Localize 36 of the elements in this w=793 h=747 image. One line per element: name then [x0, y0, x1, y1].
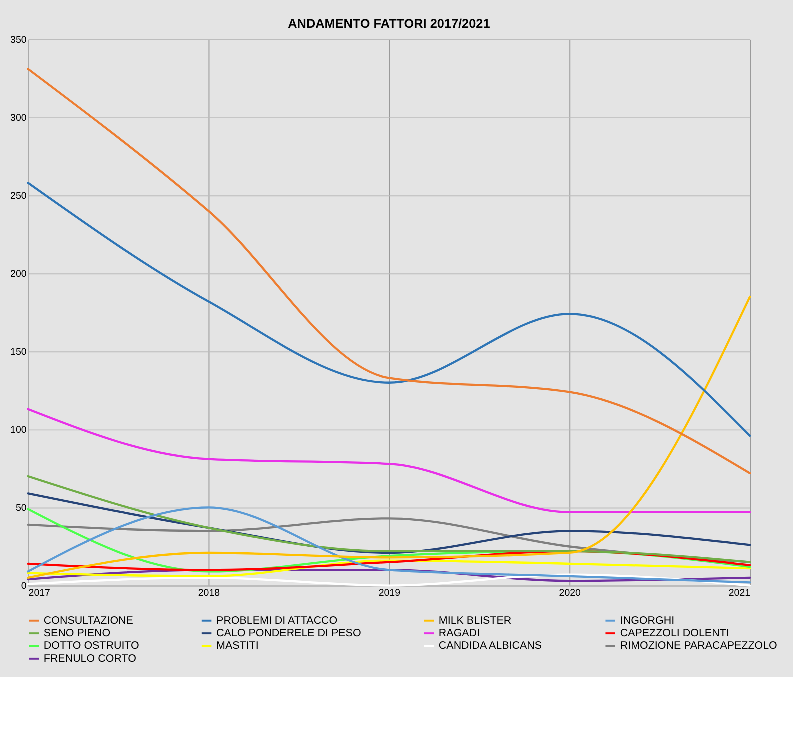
- x-tick-label: 2020: [559, 588, 582, 600]
- line-series: [27, 408, 752, 514]
- line-series: [27, 296, 752, 580]
- y-tick-label: 250: [10, 191, 28, 202]
- y-tick-label: 50: [16, 503, 28, 514]
- y-tick-label: 350: [10, 34, 28, 46]
- line-series: [27, 68, 752, 474]
- line-series: [27, 182, 752, 438]
- legend-label: RAGADI: [438, 627, 480, 640]
- legend-label: CANDIDA ALBICANS: [438, 640, 542, 652]
- x-tick-label: 2019: [378, 588, 401, 600]
- x-tick-label: 2017: [28, 588, 50, 600]
- y-tick-label: 300: [10, 112, 28, 124]
- legend-label: CAPEZZOLI DOLENTI: [620, 627, 730, 640]
- legend-label: SENO PIENO: [44, 627, 111, 640]
- line-series: [27, 550, 752, 572]
- y-tick-label: 150: [10, 347, 28, 358]
- legend-label: MILK BLISTER: [438, 614, 512, 627]
- y-tick-label: 200: [10, 269, 28, 280]
- y-tick-label: 0: [21, 581, 28, 592]
- y-tick-label: 100: [10, 425, 28, 436]
- legend-label: FRENULO CORTO: [44, 652, 136, 665]
- legend-label: INGORGHI: [620, 614, 675, 627]
- legend-label: CALO PONDERELE DI PESO: [216, 627, 362, 640]
- legend-label: CONSULTAZIONE: [44, 614, 134, 627]
- x-tick-label: 2021: [728, 588, 751, 600]
- x-tick-label: 2018: [198, 588, 220, 600]
- chart-title: ANDAMENTO FATTORI 2017/2021: [288, 16, 490, 31]
- line-series: [27, 506, 752, 584]
- line-series: [27, 560, 752, 578]
- legend-label: MASTITI: [216, 640, 259, 652]
- line-series: [27, 475, 752, 564]
- legend-label: DOTTO OSTRUITO: [44, 640, 140, 652]
- legend-label: RIMOZIONE PARACAPEZZOLO: [620, 640, 778, 652]
- legend-label: PROBLEMI DI ATTACCO: [216, 614, 338, 627]
- line-series: [27, 492, 752, 554]
